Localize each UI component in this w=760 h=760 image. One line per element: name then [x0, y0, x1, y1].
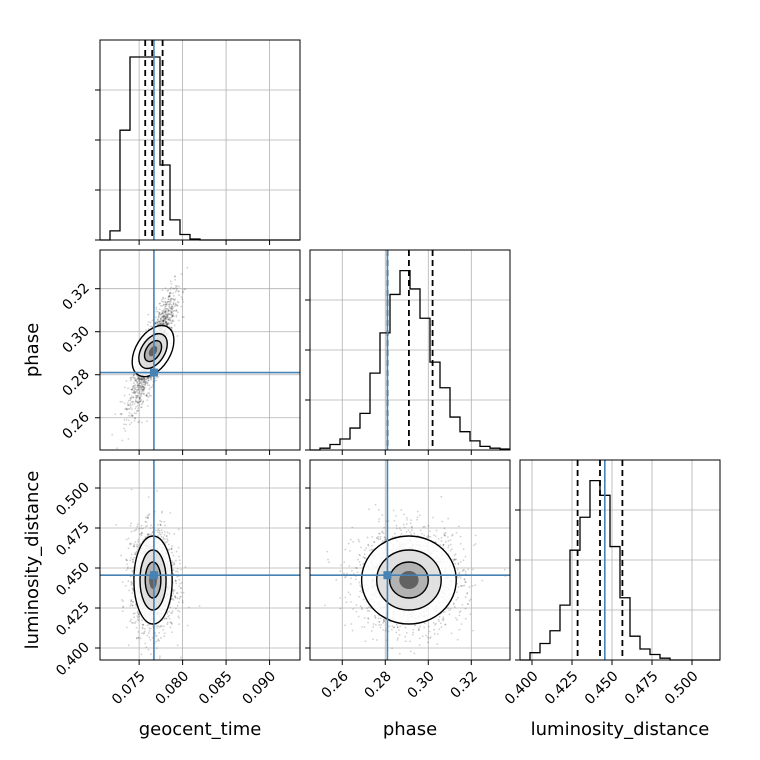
hist-panel-geocent_time [95, 39, 301, 245]
truth-marker [149, 571, 158, 580]
histogram-phase [310, 270, 510, 451]
hist-panel-phase [305, 249, 511, 455]
density-contour [399, 571, 419, 589]
density-contour [148, 345, 158, 357]
panel-luminosity_distance-vs-phase: 0.26 0.28 0.30 0.32 [305, 459, 511, 702]
xaxis-label-geocent_time: geocent_time [139, 719, 262, 740]
yaxis-label-luminosity_distance: luminosity_distance [22, 471, 43, 650]
xaxis-label-phase: phase [383, 719, 437, 740]
truth-marker [383, 571, 392, 580]
panel-phase-vs-geocent_time: 0.260.280.300.32 [59, 249, 301, 455]
xaxis-label-luminosity_distance: luminosity_distance [531, 719, 710, 740]
yaxis-label-phase: phase [22, 323, 43, 377]
histogram-luminosity_distance [520, 480, 720, 661]
truth-marker [149, 368, 158, 377]
